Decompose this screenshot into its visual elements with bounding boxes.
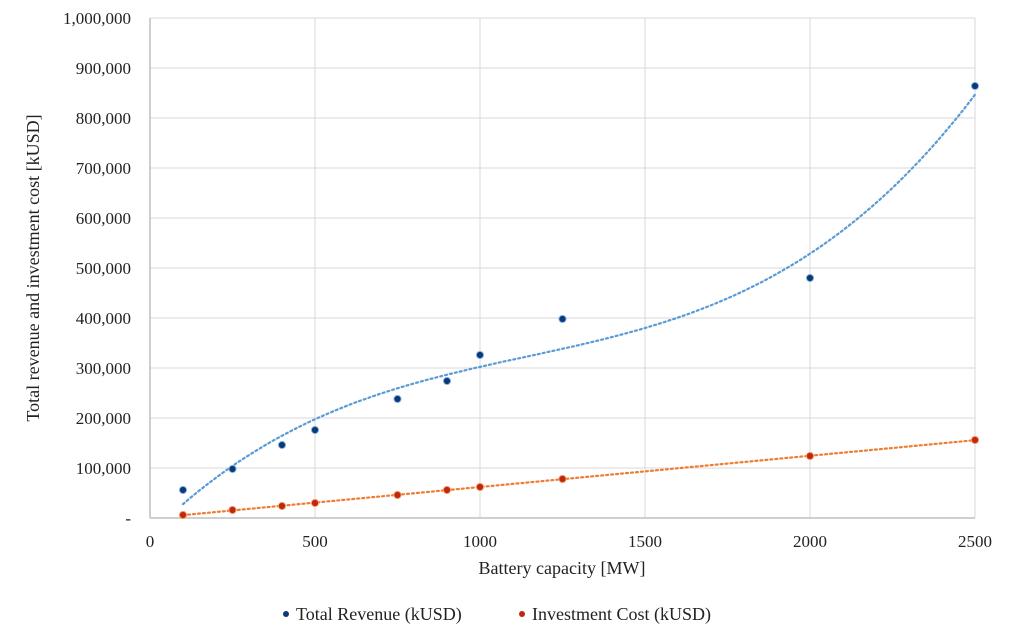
x-tick-label: 500 (302, 532, 328, 551)
y-tick-label: 200,000 (76, 409, 131, 428)
data-point (558, 474, 567, 484)
x-tick-label: 1000 (463, 532, 497, 551)
trendline-0 (181, 93, 977, 506)
x-tick-label: 1500 (628, 532, 662, 551)
y-tick-label: 700,000 (76, 159, 131, 178)
grid (149, 17, 976, 519)
x-axis-label: Battery capacity [MW] (479, 558, 646, 578)
data-point (178, 485, 188, 495)
data-point (442, 485, 452, 495)
data-point (442, 376, 452, 386)
data-point (558, 314, 567, 324)
data-point (805, 273, 815, 283)
x-tick-label: 2000 (793, 532, 827, 551)
legend: Total Revenue (kUSD) Investment Cost (kU… (283, 604, 711, 625)
data-point (178, 510, 188, 520)
tick-labels: - 100,000 200,000 300,000 400,000 500,000 600,… (63, 9, 992, 551)
data-point (970, 435, 980, 445)
data-point (393, 394, 402, 404)
trendline-1 (181, 439, 977, 517)
legend-label-revenue: Total Revenue (kUSD) (296, 604, 462, 625)
data-point (805, 451, 815, 461)
data-point (475, 350, 485, 360)
data-point (475, 482, 485, 492)
legend-marker-cost (519, 611, 525, 617)
y-tick-label: 600,000 (76, 209, 131, 228)
y-tick-label: 100,000 (76, 459, 131, 478)
y-axis-label: Total revenue and investment cost [kUSD] (23, 114, 43, 421)
x-tick-label: 0 (146, 532, 155, 551)
trendlines (181, 93, 977, 517)
y-tick-label: 300,000 (76, 359, 131, 378)
data-point (970, 81, 980, 91)
y-tick-label: 800,000 (76, 109, 131, 128)
data-point (228, 505, 237, 515)
legend-marker-revenue (283, 611, 289, 617)
y-tick-label: - (125, 509, 131, 528)
data-point (393, 490, 402, 500)
y-tick-label: 900,000 (76, 59, 131, 78)
data-point (277, 501, 287, 511)
legend-label-cost: Investment Cost (kUSD) (532, 604, 711, 625)
data-point (310, 425, 320, 435)
x-tick-label: 2500 (958, 532, 992, 551)
data-points (178, 81, 980, 520)
y-tick-label: 500,000 (76, 259, 131, 278)
data-point (277, 440, 287, 450)
data-point (310, 498, 320, 508)
y-tick-label: 400,000 (76, 309, 131, 328)
y-tick-label: 1,000,000 (63, 9, 131, 28)
data-point (228, 464, 237, 474)
